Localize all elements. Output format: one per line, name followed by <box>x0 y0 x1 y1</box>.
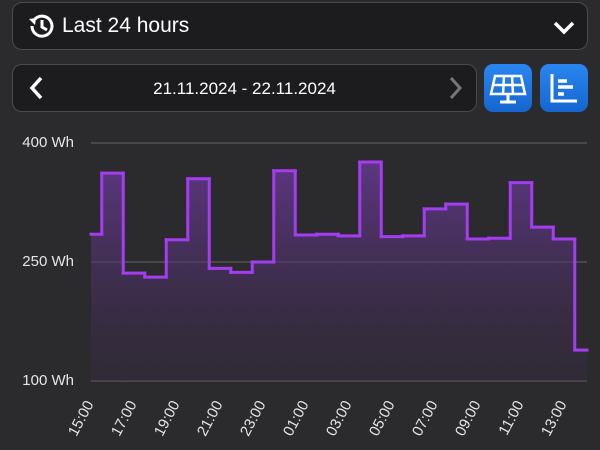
area <box>123 273 145 381</box>
x-tick-label: 03:00 <box>323 398 356 439</box>
area <box>166 239 188 381</box>
area <box>531 227 554 381</box>
area <box>424 208 446 381</box>
x-tick-label: 23:00 <box>237 398 270 439</box>
solar-view-button[interactable] <box>484 64 532 112</box>
area <box>488 238 511 381</box>
area <box>316 234 339 381</box>
area <box>402 235 425 381</box>
history-icon <box>29 14 54 38</box>
area <box>574 350 587 381</box>
area <box>510 182 532 381</box>
chevron-down <box>553 21 575 35</box>
area <box>101 173 124 381</box>
y-tick-label: 250 Wh <box>22 253 74 270</box>
x-tick-label: 07:00 <box>409 398 442 439</box>
x-tick-label: 13:00 <box>538 398 571 439</box>
x-tick-label: 11:00 <box>495 398 527 438</box>
area <box>359 162 382 381</box>
date-nav: 21.11.2024 - 22.11.2024 <box>12 64 477 112</box>
area <box>553 238 575 381</box>
area <box>467 238 489 381</box>
date-range: 21.11.2024 - 22.11.2024 <box>153 79 336 98</box>
solar-icon <box>489 74 527 104</box>
x-tick-label: 17:00 <box>108 398 141 439</box>
area <box>381 236 403 381</box>
next-button[interactable] <box>445 76 465 100</box>
chart: 100 Wh 250 Wh 400 Wh 15:00 17:00 19:00 21:00 23… <box>22 134 589 439</box>
chart-icon <box>550 74 577 103</box>
area <box>144 277 167 381</box>
area <box>252 262 274 381</box>
area <box>445 204 468 381</box>
chart-view-button[interactable] <box>540 64 588 112</box>
x-tick-label: 15:00 <box>65 398 98 439</box>
y-tick-label: 400 Wh <box>22 134 74 151</box>
area <box>295 235 317 381</box>
prev-button[interactable] <box>27 76 47 100</box>
area <box>338 235 360 381</box>
area <box>91 234 102 381</box>
range-dropdown[interactable]: Last 24 hours <box>12 2 588 50</box>
x-tick-label: 19:00 <box>151 398 184 439</box>
x-tick-label: 21:00 <box>194 398 227 439</box>
range-label: Last 24 hours <box>62 14 190 37</box>
x-tick-label: 05:00 <box>366 398 399 439</box>
area <box>209 268 231 381</box>
area <box>187 178 210 381</box>
x-tick-label: 01:00 <box>280 398 313 439</box>
x-tick-label: 09:00 <box>452 398 485 439</box>
area <box>273 170 296 381</box>
y-tick-label: 100 Wh <box>22 372 74 389</box>
area <box>230 272 253 381</box>
